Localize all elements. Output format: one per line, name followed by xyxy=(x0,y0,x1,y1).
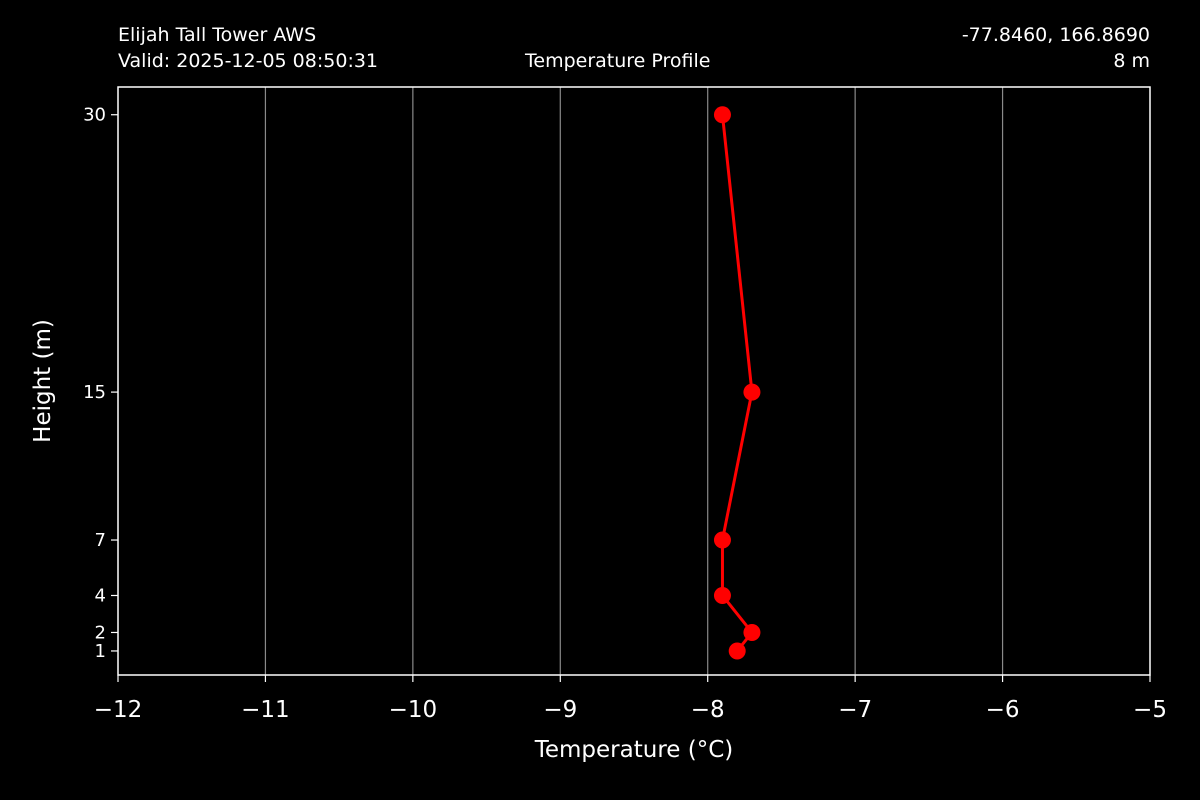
x-axis-ticks: −12 −11 −10 −9 −8 −7 −6 −5 xyxy=(94,675,1167,723)
grid-lines xyxy=(264,87,1004,675)
data-point xyxy=(713,586,731,604)
x-tick-label: −10 xyxy=(389,697,438,723)
x-tick-label: −5 xyxy=(1133,697,1167,723)
data-point xyxy=(743,383,761,401)
y-tick-label: 15 xyxy=(83,382,106,403)
series-layer xyxy=(713,106,761,660)
x-tick-label: −9 xyxy=(543,697,577,723)
y-tick-label: 2 xyxy=(95,622,106,643)
x-tick-label: −12 xyxy=(94,697,143,723)
series-line xyxy=(720,114,754,652)
data-point xyxy=(743,623,761,641)
x-tick-label: −7 xyxy=(838,697,872,723)
y-tick-label: 1 xyxy=(95,641,106,662)
x-tick-label: −6 xyxy=(986,697,1020,723)
y-axis-label: Height (m) xyxy=(30,319,56,443)
data-point xyxy=(713,531,731,549)
station-elevation: 8 m xyxy=(1113,50,1150,72)
y-tick-label: 7 xyxy=(95,530,106,551)
x-tick-label: −8 xyxy=(691,697,725,723)
data-point xyxy=(713,106,731,124)
x-tick-label: −11 xyxy=(241,697,290,723)
chart-title: Temperature Profile xyxy=(525,50,711,72)
y-tick-label: 30 xyxy=(83,105,106,126)
x-axis-label: Temperature (°C) xyxy=(534,737,734,763)
valid-time: Valid: 2025-12-05 08:50:31 xyxy=(118,50,379,72)
y-axis-ticks: 12 4 7 15 30 xyxy=(83,105,118,662)
y-tick-label: 4 xyxy=(95,585,106,606)
plot-frame xyxy=(117,86,1151,676)
station-coords: -77.8460, 166.8690 xyxy=(961,24,1150,46)
station-name: Elijah Tall Tower AWS xyxy=(118,24,317,46)
data-point xyxy=(728,642,746,660)
